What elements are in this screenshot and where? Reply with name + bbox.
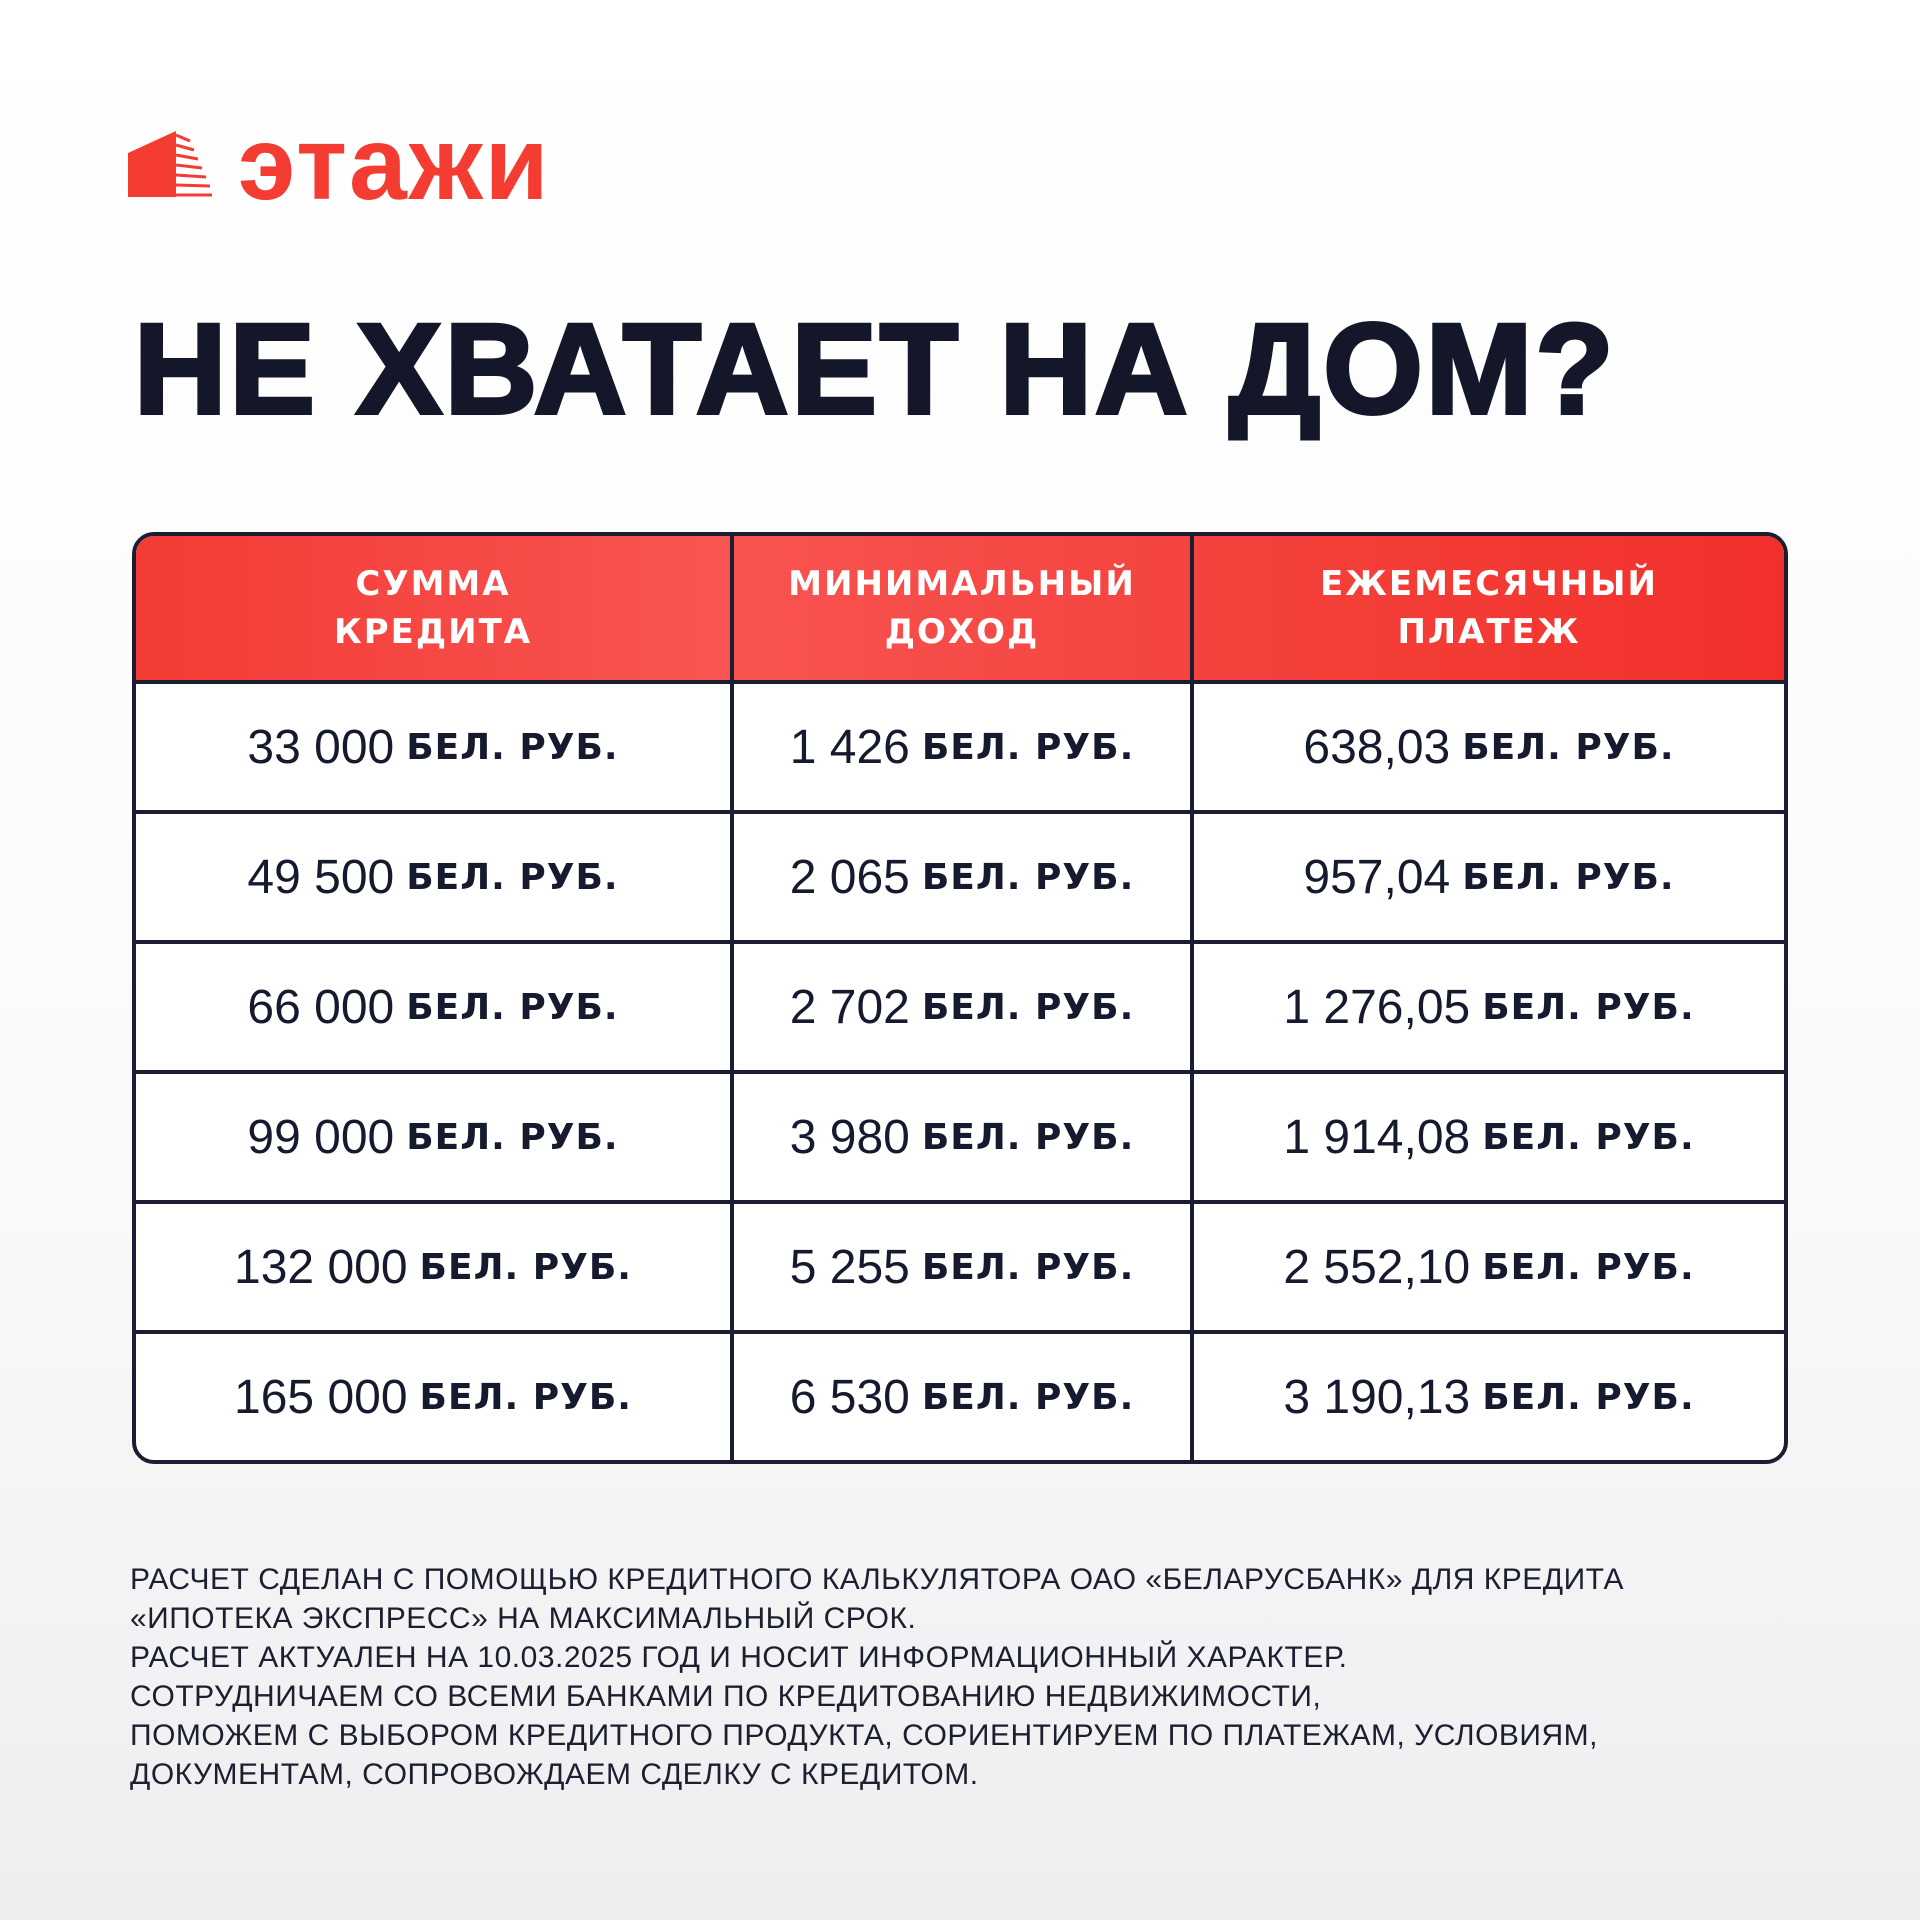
cell-monthly-payment: 1 914,08 БЕЛ. РУБ.	[1190, 1074, 1784, 1200]
page-title: НЕ ХВАТАЕТ НА ДОМ?	[132, 297, 1617, 442]
cell-loan-amount: 165 000 БЕЛ. РУБ.	[136, 1334, 730, 1460]
cell-min-income: 1 426 БЕЛ. РУБ.	[730, 684, 1190, 810]
header-line: ЕЖЕМЕСЯЧНЫЙ	[1320, 564, 1658, 604]
currency-unit: БЕЛ. РУБ.	[921, 726, 1135, 768]
header-line: МИНИМАЛЬНЫЙ	[788, 564, 1136, 604]
currency-unit: БЕЛ. РУБ.	[1462, 856, 1675, 898]
cell-loan-amount: 49 500 БЕЛ. РУБ.	[136, 814, 730, 940]
table-row: 165 000 БЕЛ. РУБ. 6 530 БЕЛ. РУБ. 3 190,13 БЕ…	[136, 1330, 1784, 1460]
cell-monthly-payment: 2 552,10 БЕЛ. РУБ.	[1190, 1204, 1784, 1330]
currency-unit: БЕЛ. РУБ.	[1462, 726, 1675, 768]
building-icon	[128, 131, 212, 197]
table-body: 33 000 БЕЛ. РУБ. 1 426 БЕЛ. РУБ. 638,03 БЕЛ. …	[136, 680, 1784, 1460]
value: 66 000	[247, 980, 395, 1034]
header-loan-amount: СУММА КРЕДИТА	[136, 536, 730, 680]
value: 3 980	[789, 1110, 910, 1164]
cell-loan-amount: 99 000 БЕЛ. РУБ.	[136, 1074, 730, 1200]
disclaimer-line: «ИПОТЕКА ЭКСПРЕСС» НА МАКСИМАЛЬНЫЙ СРОК.	[130, 1602, 917, 1635]
currency-unit: БЕЛ. РУБ.	[1482, 1246, 1695, 1288]
value: 3 190,13	[1283, 1370, 1471, 1424]
cell-min-income: 5 255 БЕЛ. РУБ.	[730, 1204, 1190, 1330]
value: 1 276,05	[1283, 980, 1471, 1034]
cell-min-income: 6 530 БЕЛ. РУБ.	[730, 1334, 1190, 1460]
value: 33 000	[247, 720, 395, 774]
value: 2 552,10	[1283, 1240, 1471, 1294]
disclaimer-line: ДОКУМЕНТАМ, СОПРОВОЖДАЕМ СДЕЛКУ С КРЕДИТ…	[130, 1758, 979, 1791]
header-line: СУММА	[355, 564, 511, 604]
credit-table: СУММА КРЕДИТА МИНИМАЛЬНЫЙ ДОХОД ЕЖЕМЕСЯЧНЫ…	[132, 532, 1788, 1464]
currency-unit: БЕЛ. РУБ.	[1482, 986, 1695, 1028]
value: 99 000	[247, 1110, 395, 1164]
value: 6 530	[789, 1370, 910, 1424]
currency-unit: БЕЛ. РУБ.	[1482, 1376, 1695, 1418]
disclaimer-line: ПОМОЖЕМ С ВЫБОРОМ КРЕДИТНОГО ПРОДУКТА, С…	[130, 1719, 1598, 1752]
cell-min-income: 2 702 БЕЛ. РУБ.	[730, 944, 1190, 1070]
cell-monthly-payment: 3 190,13 БЕЛ. РУБ.	[1190, 1334, 1784, 1460]
brand-logo: этажи	[128, 112, 551, 216]
cell-min-income: 3 980 БЕЛ. РУБ.	[730, 1074, 1190, 1200]
cell-loan-amount: 33 000 БЕЛ. РУБ.	[136, 684, 730, 810]
header-line: КРЕДИТА	[333, 612, 533, 652]
cell-monthly-payment: 1 276,05 БЕЛ. РУБ.	[1190, 944, 1784, 1070]
header-line: ПЛАТЕЖ	[1397, 612, 1581, 652]
currency-unit: БЕЛ. РУБ.	[921, 986, 1135, 1028]
disclaimer: РАСЧЕТ СДЕЛАН С ПОМОЩЬЮ КРЕДИТНОГО КАЛЬК…	[130, 1560, 1830, 1794]
cell-min-income: 2 065 БЕЛ. РУБ.	[730, 814, 1190, 940]
table-header: СУММА КРЕДИТА МИНИМАЛЬНЫЙ ДОХОД ЕЖЕМЕСЯЧНЫ…	[136, 536, 1784, 680]
currency-unit: БЕЛ. РУБ.	[921, 856, 1135, 898]
header-monthly-payment: ЕЖЕМЕСЯЧНЫЙ ПЛАТЕЖ	[1190, 536, 1784, 680]
value: 957,04	[1303, 850, 1451, 904]
cell-monthly-payment: 638,03 БЕЛ. РУБ.	[1190, 684, 1784, 810]
cell-loan-amount: 132 000 БЕЛ. РУБ.	[136, 1204, 730, 1330]
table-row: 49 500 БЕЛ. РУБ. 2 065 БЕЛ. РУБ. 957,04 БЕЛ. …	[136, 810, 1784, 940]
currency-unit: БЕЛ. РУБ.	[921, 1376, 1135, 1418]
value: 2 702	[789, 980, 910, 1034]
header-line: ДОХОД	[884, 612, 1040, 652]
value: 638,03	[1303, 720, 1451, 774]
currency-unit: БЕЛ. РУБ.	[406, 856, 619, 898]
table-row: 132 000 БЕЛ. РУБ. 5 255 БЕЛ. РУБ. 2 552,10 БЕ…	[136, 1200, 1784, 1330]
value: 1 426	[789, 720, 910, 774]
value: 132 000	[234, 1240, 408, 1294]
currency-unit: БЕЛ. РУБ.	[419, 1376, 632, 1418]
value: 165 000	[234, 1370, 408, 1424]
table-row: 33 000 БЕЛ. РУБ. 1 426 БЕЛ. РУБ. 638,03 БЕЛ. …	[136, 680, 1784, 810]
currency-unit: БЕЛ. РУБ.	[419, 1246, 632, 1288]
currency-unit: БЕЛ. РУБ.	[406, 1116, 619, 1158]
table-row: 99 000 БЕЛ. РУБ. 3 980 БЕЛ. РУБ. 1 914,08 БЕЛ…	[136, 1070, 1784, 1200]
disclaimer-line: РАСЧЕТ СДЕЛАН С ПОМОЩЬЮ КРЕДИТНОГО КАЛЬК…	[130, 1563, 1624, 1596]
currency-unit: БЕЛ. РУБ.	[921, 1246, 1135, 1288]
currency-unit: БЕЛ. РУБ.	[1482, 1116, 1695, 1158]
header-min-income: МИНИМАЛЬНЫЙ ДОХОД	[730, 536, 1190, 680]
cell-loan-amount: 66 000 БЕЛ. РУБ.	[136, 944, 730, 1070]
value: 49 500	[247, 850, 395, 904]
disclaimer-line: РАСЧЕТ АКТУАЛЕН НА 10.03.2025 ГОД И НОСИ…	[130, 1641, 1348, 1674]
value: 5 255	[789, 1240, 910, 1294]
value: 1 914,08	[1283, 1110, 1471, 1164]
value: 2 065	[789, 850, 910, 904]
cell-monthly-payment: 957,04 БЕЛ. РУБ.	[1190, 814, 1784, 940]
table-row: 66 000 БЕЛ. РУБ. 2 702 БЕЛ. РУБ. 1 276,05 БЕЛ…	[136, 940, 1784, 1070]
currency-unit: БЕЛ. РУБ.	[406, 726, 619, 768]
currency-unit: БЕЛ. РУБ.	[921, 1116, 1135, 1158]
currency-unit: БЕЛ. РУБ.	[406, 986, 619, 1028]
brand-name: этажи	[238, 106, 551, 222]
disclaimer-line: СОТРУДНИЧАЕМ СО ВСЕМИ БАНКАМИ ПО КРЕДИТО…	[130, 1680, 1322, 1713]
